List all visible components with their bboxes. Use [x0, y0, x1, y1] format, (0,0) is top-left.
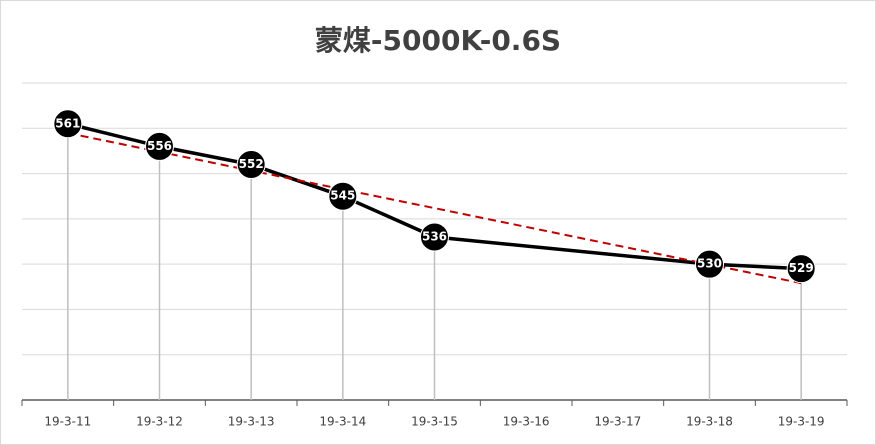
line-segment	[434, 235, 710, 266]
marker	[328, 181, 358, 211]
data-label: 556	[147, 139, 172, 153]
marker	[53, 109, 83, 139]
line-segment	[709, 262, 802, 271]
data-label: 529	[789, 261, 814, 275]
line-segment	[159, 144, 252, 167]
data-label: 561	[55, 116, 80, 130]
marker	[786, 254, 816, 284]
data-label: 536	[422, 229, 447, 243]
x-tick-label: 19-3-11	[44, 415, 91, 429]
line-segment	[250, 162, 344, 198]
marker	[145, 131, 174, 161]
x-tick-label: 19-3-14	[319, 415, 366, 429]
x-tick-label: 19-3-17	[594, 415, 641, 429]
x-tick-label: 19-3-12	[136, 415, 183, 429]
marker	[420, 222, 449, 252]
marker	[236, 150, 266, 180]
marker	[695, 249, 724, 279]
trendline	[67, 132, 802, 285]
x-tick-label: 19-3-13	[228, 415, 275, 429]
x-tick-label: 19-3-15	[411, 415, 458, 429]
line-segment	[342, 194, 436, 239]
x-tick-label: 19-3-18	[686, 415, 733, 429]
data-label: 552	[239, 157, 264, 171]
data-label: 530	[697, 257, 722, 271]
data-label: 545	[330, 189, 355, 203]
line-segment	[67, 122, 160, 149]
x-tick-label: 19-3-16	[503, 415, 550, 429]
x-tick-label: 19-3-19	[778, 415, 825, 429]
chart-title: 蒙煤-5000K-0.6S	[315, 24, 561, 57]
